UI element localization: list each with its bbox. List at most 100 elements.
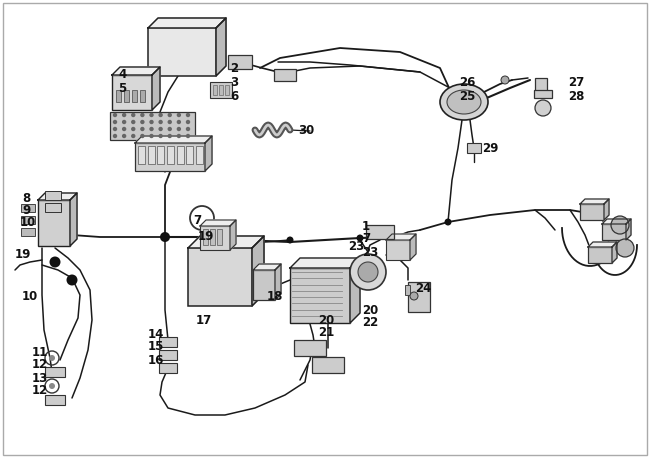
Circle shape	[501, 76, 509, 84]
Bar	[534, 90, 552, 98]
Polygon shape	[604, 199, 609, 220]
Circle shape	[140, 113, 144, 117]
Bar	[21, 216, 35, 224]
Circle shape	[186, 120, 190, 124]
Circle shape	[159, 134, 162, 138]
Text: 9: 9	[22, 203, 31, 217]
Circle shape	[131, 113, 135, 117]
Polygon shape	[230, 220, 236, 250]
Polygon shape	[152, 67, 160, 110]
Circle shape	[140, 134, 144, 138]
Circle shape	[161, 234, 168, 240]
Bar	[116, 90, 121, 102]
Bar	[274, 69, 296, 81]
Bar	[45, 395, 65, 405]
Bar	[135, 143, 205, 171]
Polygon shape	[275, 264, 281, 300]
Polygon shape	[350, 258, 360, 323]
Polygon shape	[148, 18, 226, 28]
Circle shape	[113, 134, 117, 138]
Bar	[213, 85, 217, 95]
Polygon shape	[410, 234, 416, 260]
Text: 19: 19	[15, 247, 31, 261]
Text: 14: 14	[148, 327, 164, 340]
Circle shape	[177, 113, 181, 117]
Text: 27: 27	[568, 76, 584, 89]
Text: 10: 10	[20, 216, 36, 229]
Bar	[200, 226, 230, 250]
Circle shape	[131, 127, 135, 131]
Text: 5: 5	[118, 82, 126, 94]
Circle shape	[611, 216, 629, 234]
Text: 20: 20	[362, 304, 378, 316]
Circle shape	[410, 292, 418, 300]
Bar	[38, 200, 70, 246]
Circle shape	[177, 120, 181, 124]
Text: 20: 20	[318, 313, 334, 327]
Circle shape	[168, 134, 172, 138]
Circle shape	[616, 239, 634, 257]
Circle shape	[358, 262, 378, 282]
Bar	[196, 146, 203, 164]
Circle shape	[356, 234, 363, 241]
Polygon shape	[588, 242, 617, 247]
Circle shape	[49, 355, 55, 361]
Circle shape	[122, 120, 126, 124]
Polygon shape	[290, 258, 360, 268]
Text: 24: 24	[415, 282, 432, 294]
Bar	[45, 203, 61, 212]
Circle shape	[177, 134, 181, 138]
Circle shape	[287, 236, 294, 244]
Bar	[467, 143, 481, 153]
Bar	[132, 90, 137, 102]
Bar	[124, 90, 129, 102]
Bar	[148, 28, 216, 76]
Circle shape	[150, 134, 153, 138]
Polygon shape	[602, 219, 631, 224]
Text: 17: 17	[196, 313, 213, 327]
Circle shape	[122, 127, 126, 131]
Bar	[602, 224, 626, 240]
Text: 7: 7	[193, 214, 201, 228]
Bar	[408, 282, 430, 312]
Text: 10: 10	[22, 289, 38, 302]
Text: 28: 28	[568, 91, 584, 104]
Text: 8: 8	[22, 191, 31, 205]
Bar	[177, 146, 184, 164]
Text: 3: 3	[230, 76, 238, 88]
Bar	[580, 204, 604, 220]
Polygon shape	[253, 264, 281, 270]
Circle shape	[49, 383, 55, 389]
Polygon shape	[626, 219, 631, 240]
Circle shape	[186, 113, 190, 117]
Bar	[217, 229, 222, 245]
Bar	[21, 204, 35, 212]
Bar	[386, 240, 410, 260]
Polygon shape	[38, 193, 77, 200]
Text: 26: 26	[459, 76, 475, 88]
Circle shape	[140, 127, 144, 131]
Bar	[294, 340, 326, 356]
Circle shape	[168, 113, 172, 117]
Bar	[225, 85, 229, 95]
Bar	[290, 268, 350, 323]
Polygon shape	[216, 18, 226, 76]
Text: 22: 22	[362, 316, 378, 329]
Bar	[45, 367, 65, 377]
Bar	[253, 270, 275, 300]
Text: 13: 13	[32, 371, 48, 385]
Polygon shape	[200, 220, 236, 226]
Bar	[312, 357, 344, 373]
Text: 15: 15	[148, 340, 164, 354]
Text: 19: 19	[198, 230, 214, 244]
Polygon shape	[112, 67, 160, 75]
Circle shape	[122, 113, 126, 117]
Text: 2: 2	[230, 61, 238, 75]
Polygon shape	[386, 234, 416, 240]
Text: 18: 18	[267, 289, 283, 302]
Circle shape	[150, 127, 153, 131]
Bar	[157, 146, 164, 164]
Circle shape	[122, 134, 126, 138]
Bar	[148, 146, 155, 164]
Circle shape	[49, 256, 60, 267]
